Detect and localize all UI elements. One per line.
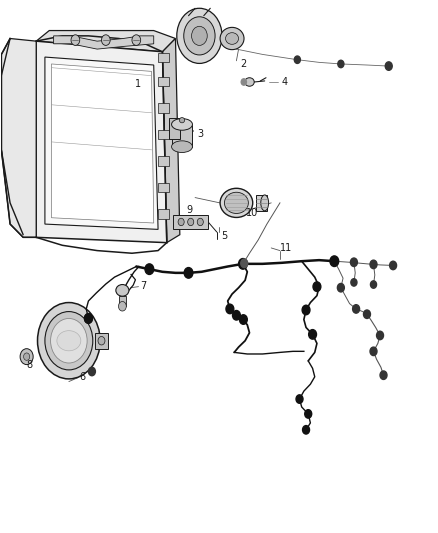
Polygon shape: [45, 57, 158, 229]
Circle shape: [370, 347, 377, 356]
Ellipse shape: [172, 118, 192, 130]
Circle shape: [24, 353, 30, 360]
Circle shape: [38, 303, 100, 379]
Bar: [158, 183, 169, 192]
Circle shape: [302, 305, 310, 315]
Circle shape: [239, 259, 247, 269]
Circle shape: [296, 395, 303, 403]
Bar: [158, 77, 169, 86]
Circle shape: [385, 62, 392, 70]
Circle shape: [226, 304, 234, 314]
Circle shape: [177, 9, 222, 63]
Bar: [173, 215, 208, 229]
Circle shape: [337, 284, 344, 292]
Ellipse shape: [180, 117, 185, 123]
Bar: [95, 333, 108, 349]
Circle shape: [85, 314, 92, 323]
Text: 2: 2: [240, 59, 246, 69]
Polygon shape: [51, 64, 154, 223]
Bar: [119, 296, 126, 306]
Circle shape: [233, 311, 240, 320]
Ellipse shape: [226, 33, 239, 44]
Circle shape: [197, 218, 203, 225]
Circle shape: [20, 349, 33, 365]
Bar: [158, 130, 169, 139]
Circle shape: [351, 279, 357, 286]
Circle shape: [184, 17, 215, 55]
Ellipse shape: [245, 78, 254, 86]
Circle shape: [353, 305, 360, 313]
Circle shape: [71, 35, 80, 45]
Circle shape: [102, 35, 110, 45]
Ellipse shape: [220, 27, 244, 50]
Bar: [169, 118, 180, 139]
Ellipse shape: [172, 141, 192, 152]
Circle shape: [187, 218, 194, 225]
Bar: [158, 156, 169, 166]
Circle shape: [377, 331, 384, 340]
Circle shape: [241, 259, 248, 268]
Circle shape: [303, 425, 310, 434]
Polygon shape: [162, 38, 180, 243]
Text: 8: 8: [27, 360, 33, 370]
Circle shape: [294, 56, 300, 63]
Circle shape: [85, 314, 92, 323]
Circle shape: [240, 315, 247, 324]
Circle shape: [309, 329, 317, 339]
Circle shape: [50, 318, 87, 363]
Bar: [158, 103, 169, 113]
Bar: [256, 195, 267, 211]
Polygon shape: [36, 41, 167, 243]
Polygon shape: [53, 36, 154, 49]
Text: 6: 6: [80, 372, 86, 382]
Circle shape: [145, 264, 154, 274]
Circle shape: [88, 367, 95, 376]
Circle shape: [371, 281, 377, 288]
Bar: [172, 125, 192, 147]
Ellipse shape: [220, 188, 253, 217]
Bar: [158, 209, 169, 219]
Circle shape: [241, 79, 247, 85]
Circle shape: [364, 310, 371, 318]
Text: 7: 7: [140, 281, 146, 291]
Polygon shape: [36, 30, 176, 52]
Text: 4: 4: [281, 77, 287, 87]
Circle shape: [132, 35, 141, 45]
Ellipse shape: [57, 330, 81, 351]
Text: 9: 9: [186, 205, 192, 215]
Circle shape: [380, 371, 387, 379]
Text: 10: 10: [246, 208, 258, 219]
Ellipse shape: [261, 195, 268, 211]
Polygon shape: [1, 38, 36, 237]
Ellipse shape: [224, 192, 248, 214]
Text: 1: 1: [135, 78, 141, 88]
Circle shape: [98, 336, 105, 345]
Circle shape: [370, 260, 377, 269]
Circle shape: [390, 261, 396, 270]
Circle shape: [350, 258, 357, 266]
Circle shape: [313, 282, 321, 292]
Bar: [158, 53, 169, 62]
Circle shape: [338, 60, 344, 68]
Ellipse shape: [116, 285, 129, 296]
Circle shape: [178, 218, 184, 225]
Circle shape: [184, 268, 193, 278]
Circle shape: [330, 256, 339, 266]
Circle shape: [191, 26, 207, 45]
Text: 11: 11: [280, 243, 293, 253]
Text: 5: 5: [221, 231, 227, 241]
Circle shape: [118, 302, 126, 311]
Circle shape: [305, 410, 312, 418]
Text: 3: 3: [198, 129, 204, 139]
Circle shape: [45, 312, 93, 370]
